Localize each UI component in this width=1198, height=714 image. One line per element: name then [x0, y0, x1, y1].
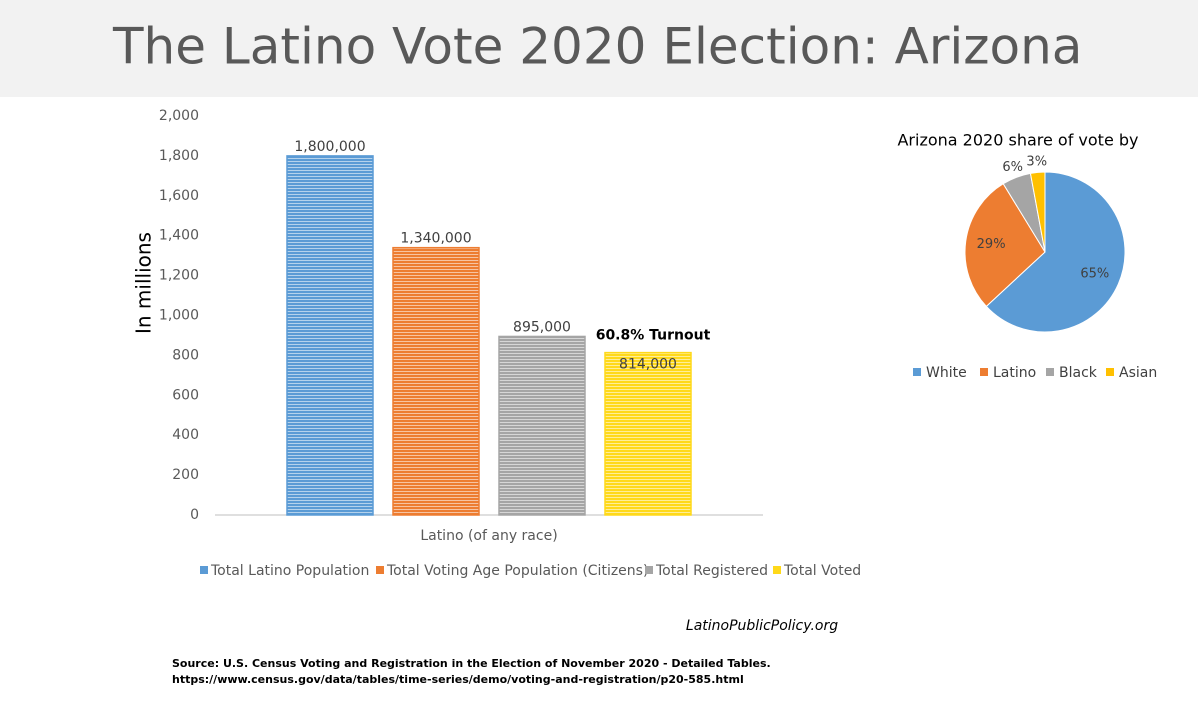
- legend-swatch: [376, 566, 384, 574]
- pie-slice: [985, 171, 1126, 333]
- legend-label: Black: [1059, 365, 1098, 381]
- value-label: 895,000: [513, 319, 571, 335]
- y-axis-label: In millions: [132, 232, 156, 334]
- y-tick-label: 1,000: [159, 308, 199, 324]
- value-label: 1,340,000: [400, 231, 471, 247]
- y-tick-label: 400: [172, 427, 199, 443]
- legend-label: Total Voted: [783, 563, 861, 579]
- annotation: 60.8% Turnout: [596, 328, 711, 344]
- y-tick-label: 0: [190, 507, 199, 523]
- credit: LatinoPublicPolicy.org: [686, 618, 838, 634]
- header-band: [0, 0, 1198, 97]
- value-label: 814,000: [619, 357, 677, 373]
- legend-label: Total Voting Age Population (Citizens): [386, 563, 648, 579]
- y-tick-label: 1,400: [159, 228, 199, 244]
- bar: [392, 246, 480, 516]
- x-tick-label: Latino (of any race): [420, 528, 557, 544]
- legend-label: Latino: [993, 365, 1036, 381]
- legend-swatch: [645, 566, 653, 574]
- value-label: 1,800,000: [294, 139, 365, 155]
- bar: [286, 155, 374, 516]
- legend-swatch: [1046, 368, 1054, 376]
- legend-swatch: [980, 368, 988, 376]
- y-tick-label: 200: [172, 467, 199, 483]
- legend-label: Total Registered: [655, 563, 768, 579]
- legend-swatch: [913, 368, 921, 376]
- pie-value-label: 65%: [1080, 266, 1109, 281]
- y-tick-label: 1,800: [159, 148, 199, 164]
- legend-label: White: [926, 365, 967, 381]
- pie-value-label: 3%: [1026, 154, 1047, 169]
- y-tick-label: 600: [172, 387, 199, 403]
- legend-swatch: [773, 566, 781, 574]
- y-tick-label: 1,600: [159, 188, 199, 204]
- legend-swatch: [200, 566, 208, 574]
- legend-swatch: [1106, 368, 1114, 376]
- slide-title: The Latino Vote 2020 Election: Arizona: [112, 18, 1082, 76]
- pie-title: Arizona 2020 share of vote by: [897, 131, 1138, 150]
- y-tick-label: 1,200: [159, 268, 199, 284]
- pie-slice: [1029, 171, 1046, 253]
- source-line: https://www.census.gov/data/tables/time-…: [172, 673, 744, 686]
- source-line: Source: U.S. Census Voting and Registrat…: [172, 657, 771, 670]
- pie-value-label: 29%: [977, 237, 1006, 252]
- pie-value-label: 6%: [1002, 160, 1023, 175]
- pie-slice: [964, 183, 1046, 308]
- legend-label: Asian: [1119, 365, 1157, 381]
- legend-label: Total Latino Population: [210, 563, 369, 579]
- y-tick-label: 800: [172, 347, 199, 363]
- bar: [498, 335, 586, 516]
- y-tick-label: 2,000: [159, 108, 199, 124]
- bar: [604, 351, 692, 516]
